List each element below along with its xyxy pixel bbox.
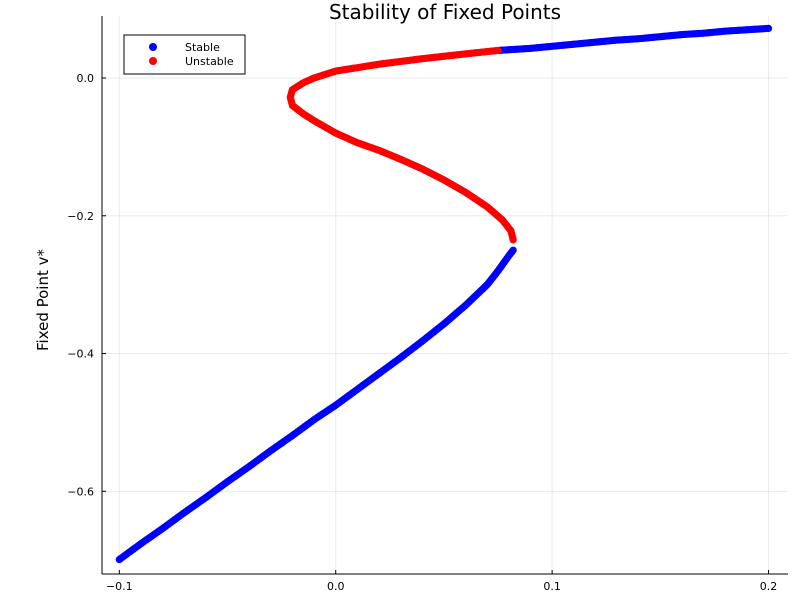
- y-tick-label: −0.6: [67, 485, 94, 498]
- y-tick-label: −0.2: [67, 210, 94, 223]
- series-unstable: [286, 46, 517, 244]
- grid-lines: [102, 16, 788, 574]
- axes: −0.1 0.0 0.1 0.2 0.0 −0.2 −0.4 −0.6: [67, 16, 788, 593]
- y-tick-label: −0.4: [67, 348, 94, 361]
- y-tick-label: 0.0: [77, 72, 95, 85]
- x-tick-label: 0.2: [760, 580, 778, 593]
- x-tick-label: 0.0: [327, 580, 345, 593]
- legend-marker: [149, 43, 157, 51]
- data-point: [509, 246, 517, 254]
- x-tick-label: 0.1: [543, 580, 561, 593]
- series-stable: [115, 24, 773, 564]
- chart-title: Stability of Fixed Points: [329, 0, 561, 24]
- data-point: [509, 236, 517, 244]
- legend-marker: [149, 57, 157, 65]
- data-point: [764, 24, 773, 32]
- legend-label: Unstable: [185, 55, 234, 68]
- data-points: [115, 24, 773, 564]
- y-axis-label: Fixed Point v*: [34, 248, 52, 351]
- legend-label: Stable: [185, 41, 220, 54]
- legend-box: [123, 34, 246, 75]
- x-tick-label: −0.1: [106, 580, 133, 593]
